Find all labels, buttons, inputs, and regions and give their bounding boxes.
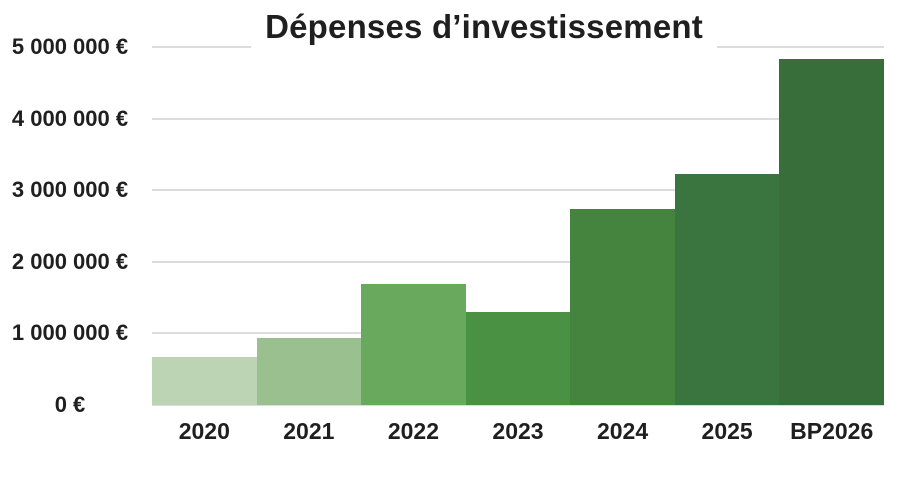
y-tick-label: 3 000 000 € bbox=[11, 177, 129, 203]
bar-BP2026 bbox=[779, 59, 884, 405]
bar-2023 bbox=[465, 311, 571, 405]
bar-2020 bbox=[152, 357, 257, 405]
y-tick-label: 2 000 000 € bbox=[11, 248, 129, 274]
x-tick-label-2021: 2021 bbox=[283, 418, 335, 444]
x-tick-label-BP2026: BP2026 bbox=[790, 418, 874, 444]
y-tick-label: 4 000 000 € bbox=[11, 105, 129, 131]
bar-2025 bbox=[674, 173, 780, 405]
gridline-0 bbox=[152, 404, 884, 406]
y-tick-label: 1 000 000 € bbox=[11, 320, 129, 346]
bar-2021 bbox=[256, 337, 362, 405]
x-tick-label-2025: 2025 bbox=[701, 418, 753, 444]
x-tick-label-2022: 2022 bbox=[387, 418, 440, 444]
x-tick-label-2020: 2020 bbox=[178, 418, 230, 444]
gridline-3000000 bbox=[152, 189, 884, 192]
y-tick-label: 0 € bbox=[54, 392, 86, 417]
gridline-4000000 bbox=[152, 117, 884, 120]
x-tick-label-2023: 2023 bbox=[492, 418, 544, 444]
bar-2022 bbox=[361, 284, 466, 405]
plot-area bbox=[152, 46, 884, 406]
x-tick-label-2024: 2024 bbox=[596, 418, 649, 444]
bar-2024 bbox=[570, 208, 675, 405]
y-tick-label: 5 000 000 € bbox=[11, 34, 129, 59]
gridline-2000000 bbox=[152, 260, 884, 263]
chart-title: Dépenses d’investissement bbox=[251, 8, 717, 56]
